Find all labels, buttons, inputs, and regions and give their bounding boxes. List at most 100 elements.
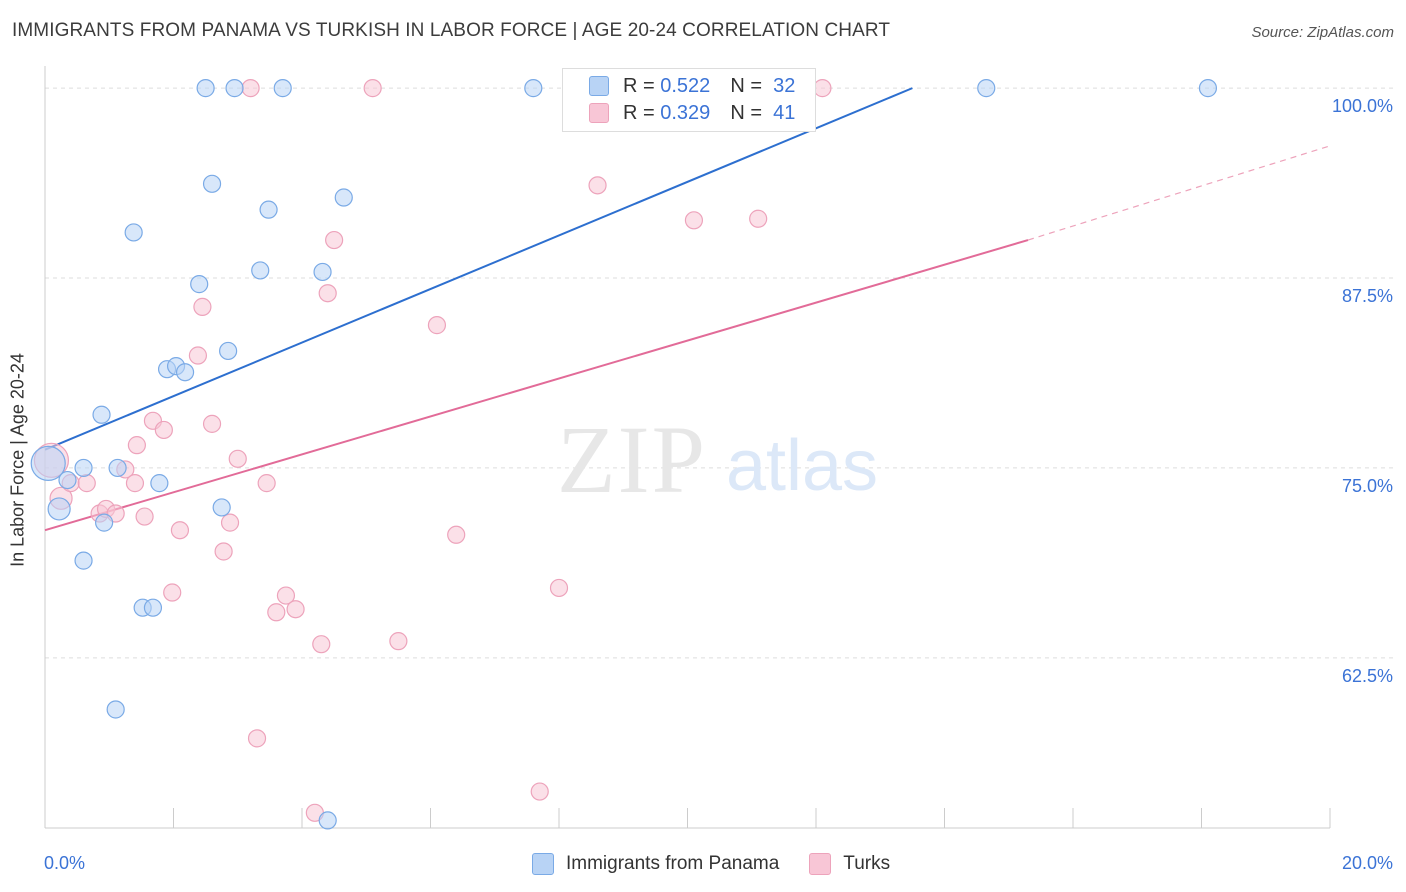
y-tick-label: 100.0% <box>1332 96 1393 116</box>
point-turks <box>447 525 466 544</box>
chart-title: IMMIGRANTS FROM PANAMA VS TURKISH IN LAB… <box>12 20 891 41</box>
point-turks <box>202 414 222 433</box>
axes <box>44 66 1331 829</box>
legend-row-turks: R = 0.329 N = 41 <box>589 101 795 125</box>
point-panama <box>58 470 77 490</box>
point-turks <box>154 420 173 440</box>
point-panama <box>251 261 270 280</box>
source-label: Source: ZipAtlas.com <box>1251 24 1394 41</box>
trend-line-panama <box>44 87 913 451</box>
n-label: N = <box>730 101 762 124</box>
point-turks <box>220 513 240 532</box>
point-turks <box>241 79 260 98</box>
point-panama <box>175 363 195 382</box>
point-panama <box>259 200 278 219</box>
r-value: 0.329 <box>660 101 711 124</box>
point-turks <box>188 346 208 365</box>
point-panama <box>74 458 93 478</box>
data-points <box>30 79 1218 830</box>
point-turks <box>312 635 331 654</box>
point-turks <box>813 79 832 98</box>
trend-lines <box>44 87 1331 532</box>
point-turks <box>127 436 146 455</box>
stats-legend: R = 0.522 N = 32 R = 0.329 N = 41 <box>562 68 816 132</box>
r-label: R = <box>623 74 655 97</box>
point-panama <box>106 700 125 719</box>
point-turks <box>135 507 154 526</box>
point-turks <box>257 474 276 493</box>
point-panama <box>977 79 996 98</box>
point-panama <box>196 79 215 98</box>
point-turks <box>684 211 704 230</box>
grid-lines <box>45 87 1394 659</box>
trend-line-turks-extension <box>1027 145 1331 241</box>
point-turks <box>549 578 569 598</box>
point-panama <box>318 811 337 830</box>
panama-swatch <box>589 76 609 96</box>
point-panama <box>150 474 169 493</box>
turks-swatch <box>809 853 832 875</box>
point-turks <box>193 297 212 316</box>
watermark: ZIP atlas <box>557 406 878 513</box>
point-panama <box>74 551 93 570</box>
point-turks <box>170 521 190 540</box>
n-value: 32 <box>773 74 796 97</box>
watermark-zip: ZIP <box>557 406 707 513</box>
point-panama <box>143 598 163 617</box>
legend-item-turks: Turks <box>809 853 890 875</box>
y-axis-label: In Labor Force | Age 20-24 <box>7 353 28 567</box>
point-panama <box>273 79 292 98</box>
point-turks <box>363 79 382 98</box>
point-turks <box>286 600 305 619</box>
legend-item-panama: Immigrants from Panama <box>532 853 779 875</box>
y-tick-label: 75.0% <box>1342 476 1393 496</box>
point-turks <box>427 316 447 335</box>
point-turks <box>325 230 344 250</box>
r-value: 0.522 <box>660 74 711 97</box>
point-panama <box>92 405 111 424</box>
panama-swatch <box>532 853 554 875</box>
point-panama <box>202 174 222 193</box>
point-turks <box>214 542 233 561</box>
point-turks <box>77 474 96 493</box>
point-turks <box>389 632 408 651</box>
tick-labels: 62.5% 75.0% 87.5% 100.0% 0.0% 20.0% <box>44 96 1393 873</box>
legend-row-panama: R = 0.522 N = 32 <box>589 74 795 98</box>
x-tick-label: 20.0% <box>1342 853 1393 873</box>
point-panama <box>212 498 231 517</box>
point-turks <box>228 449 247 468</box>
point-panama <box>1198 79 1218 98</box>
n-label: N = <box>730 74 762 97</box>
point-panama <box>313 262 332 282</box>
point-panama <box>124 223 143 242</box>
y-tick-label: 87.5% <box>1342 286 1393 306</box>
point-panama <box>524 79 543 98</box>
x-tick-label: 0.0% <box>44 853 85 873</box>
point-panama <box>219 341 238 361</box>
point-turks <box>530 782 549 801</box>
point-turks <box>276 586 296 605</box>
watermark-atlas: atlas <box>726 426 878 506</box>
point-panama <box>190 275 209 294</box>
r-label: R = <box>623 101 655 124</box>
trend-line-turks <box>44 239 1029 532</box>
turks-swatch <box>589 103 609 123</box>
point-panama <box>225 79 244 98</box>
point-turks <box>247 729 267 748</box>
point-panama <box>95 513 114 532</box>
point-turks <box>163 583 182 602</box>
legend-label-panama: Immigrants from Panama <box>566 853 780 874</box>
point-panama <box>47 497 71 521</box>
series-legend: Immigrants from Panama Turks <box>532 853 920 875</box>
point-panama <box>334 188 353 207</box>
point-panama <box>108 458 127 478</box>
point-turks <box>125 474 145 493</box>
y-tick-label: 62.5% <box>1342 666 1393 686</box>
n-value: 41 <box>773 101 796 124</box>
point-turks <box>267 603 286 622</box>
point-turks <box>588 176 607 195</box>
point-panama <box>30 445 66 481</box>
point-turks <box>318 284 337 303</box>
legend-label-turks: Turks <box>843 853 891 874</box>
